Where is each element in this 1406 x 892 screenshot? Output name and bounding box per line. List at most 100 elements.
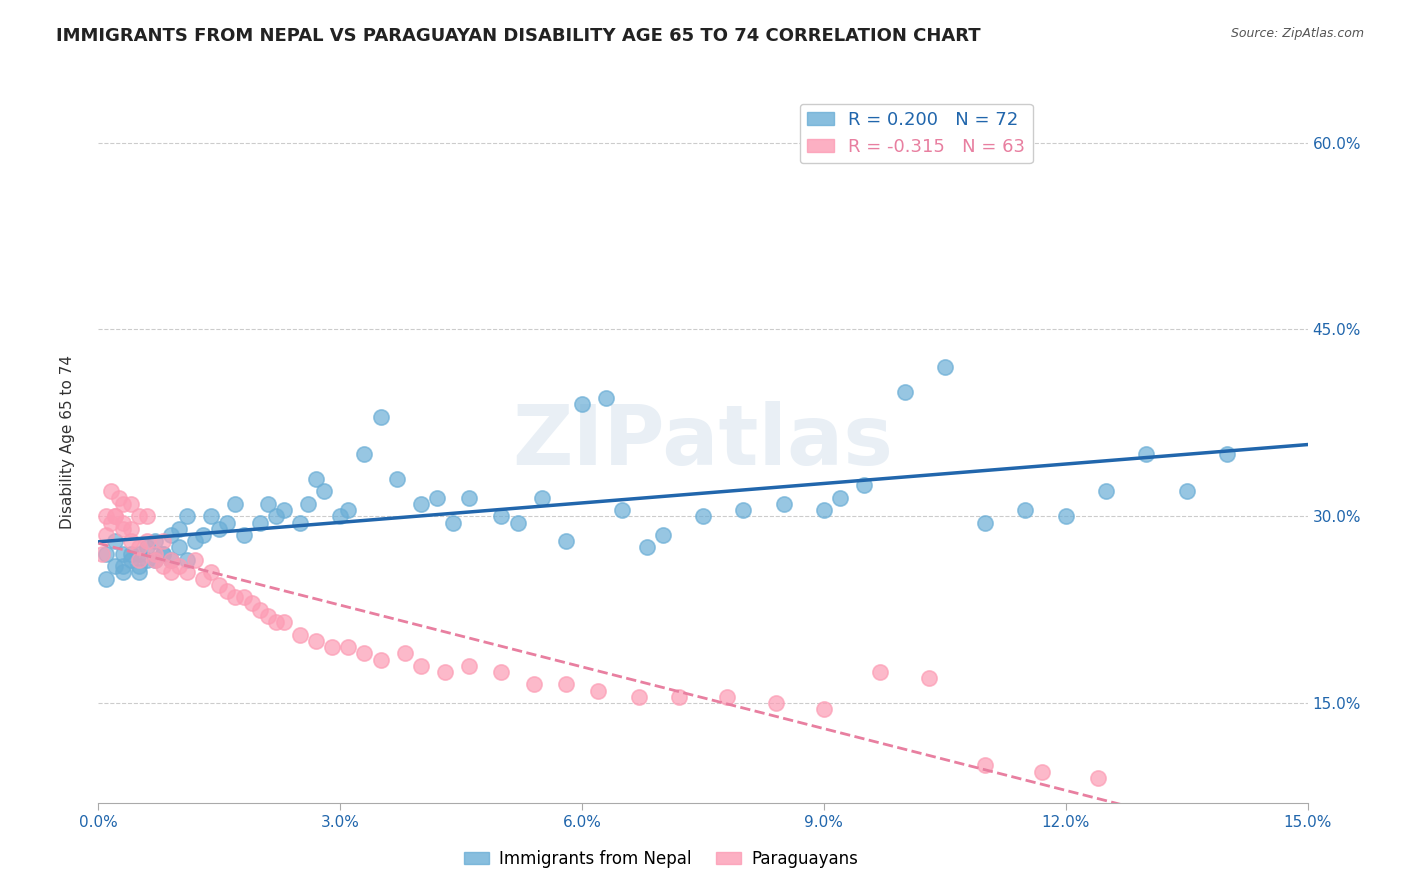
Point [111, 547, 134, 561]
Point [523, 677, 546, 691]
Point [1216, 447, 1239, 461]
Point [160, 553, 183, 567]
Point [288, 627, 311, 641]
Point [128, 559, 150, 574]
Point [1087, 771, 1109, 785]
Point [595, 391, 617, 405]
Point [96, 547, 118, 561]
Y-axis label: Disability Age 65 to 74: Disability Age 65 to 74 [60, 354, 75, 529]
Point [337, 640, 360, 654]
Point [337, 503, 360, 517]
Point [249, 603, 271, 617]
Point [208, 522, 231, 536]
Point [813, 503, 835, 517]
Point [176, 566, 198, 580]
Point [853, 478, 876, 492]
Point [1095, 484, 1118, 499]
Point [627, 690, 650, 704]
Point [329, 509, 352, 524]
Point [232, 528, 254, 542]
Point [441, 516, 464, 530]
Point [893, 384, 915, 399]
Point [167, 522, 190, 536]
Point [217, 584, 239, 599]
Point [135, 541, 157, 555]
Point [264, 509, 287, 524]
Point [612, 503, 634, 517]
Point [434, 665, 457, 679]
Point [120, 497, 142, 511]
Point [974, 758, 997, 772]
Point [96, 528, 118, 542]
Point [107, 491, 129, 505]
Point [305, 633, 328, 648]
Point [716, 690, 738, 704]
Point [288, 516, 311, 530]
Point [530, 491, 553, 505]
Point [152, 559, 174, 574]
Point [103, 509, 125, 524]
Point [692, 509, 714, 524]
Point [217, 516, 239, 530]
Point [918, 671, 941, 685]
Point [828, 491, 851, 505]
Point [555, 534, 578, 549]
Point [100, 516, 122, 530]
Point [370, 652, 392, 666]
Point [152, 547, 174, 561]
Point [103, 534, 125, 549]
Point [135, 553, 157, 567]
Point [143, 553, 166, 567]
Point [353, 646, 375, 660]
Point [111, 522, 134, 536]
Point [143, 534, 166, 549]
Point [934, 359, 956, 374]
Point [409, 497, 432, 511]
Point [636, 541, 658, 555]
Point [232, 591, 254, 605]
Point [394, 646, 416, 660]
Point [135, 509, 157, 524]
Point [321, 640, 343, 654]
Point [128, 541, 150, 555]
Point [240, 597, 263, 611]
Point [668, 690, 690, 704]
Point [297, 497, 319, 511]
Point [506, 516, 529, 530]
Point [651, 528, 673, 542]
Point [571, 397, 593, 411]
Point [143, 553, 166, 567]
Legend: R = 0.200   N = 72, R = -0.315   N = 63: R = 0.200 N = 72, R = -0.315 N = 63 [800, 103, 1032, 163]
Point [869, 665, 891, 679]
Point [314, 484, 336, 499]
Point [111, 566, 134, 580]
Text: IMMIGRANTS FROM NEPAL VS PARAGUAYAN DISABILITY AGE 65 TO 74 CORRELATION CHART: IMMIGRANTS FROM NEPAL VS PARAGUAYAN DISA… [56, 27, 981, 45]
Point [224, 497, 246, 511]
Point [100, 484, 122, 499]
Point [273, 503, 295, 517]
Point [120, 522, 142, 536]
Point [555, 677, 578, 691]
Point [160, 566, 183, 580]
Point [184, 534, 207, 549]
Point [458, 491, 481, 505]
Point [385, 472, 408, 486]
Point [160, 553, 183, 567]
Point [765, 696, 787, 710]
Point [103, 559, 125, 574]
Point [491, 509, 513, 524]
Point [167, 559, 190, 574]
Legend: Immigrants from Nepal, Paraguayans: Immigrants from Nepal, Paraguayans [457, 844, 865, 875]
Point [160, 528, 183, 542]
Point [1175, 484, 1198, 499]
Point [208, 578, 231, 592]
Point [96, 572, 118, 586]
Point [1014, 503, 1036, 517]
Point [128, 547, 150, 561]
Point [353, 447, 375, 461]
Point [111, 497, 134, 511]
Point [426, 491, 449, 505]
Point [152, 547, 174, 561]
Point [256, 609, 278, 624]
Point [111, 559, 134, 574]
